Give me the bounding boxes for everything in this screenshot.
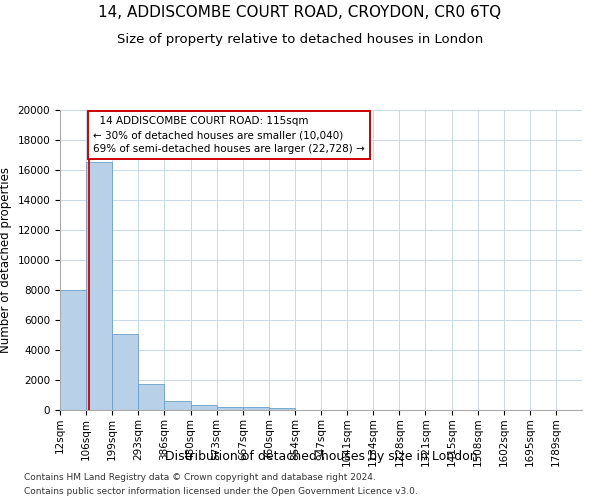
Bar <box>112 334 139 410</box>
Bar <box>164 402 191 410</box>
Text: 14, ADDISCOMBE COURT ROAD, CROYDON, CR0 6TQ: 14, ADDISCOMBE COURT ROAD, CROYDON, CR0 … <box>98 5 502 20</box>
Bar <box>139 384 164 410</box>
Bar <box>243 408 269 410</box>
Bar <box>269 408 295 410</box>
Text: 14 ADDISCOMBE COURT ROAD: 115sqm
← 30% of detached houses are smaller (10,040)
6: 14 ADDISCOMBE COURT ROAD: 115sqm ← 30% o… <box>93 116 365 154</box>
Y-axis label: Number of detached properties: Number of detached properties <box>0 167 12 353</box>
Bar <box>191 405 217 410</box>
Bar <box>86 162 112 410</box>
Bar <box>217 406 243 410</box>
Text: Distribution of detached houses by size in London: Distribution of detached houses by size … <box>164 450 478 463</box>
Text: Contains HM Land Registry data © Crown copyright and database right 2024.: Contains HM Land Registry data © Crown c… <box>24 472 376 482</box>
Bar <box>60 290 86 410</box>
Text: Size of property relative to detached houses in London: Size of property relative to detached ho… <box>117 32 483 46</box>
Text: Contains public sector information licensed under the Open Government Licence v3: Contains public sector information licen… <box>24 488 418 496</box>
